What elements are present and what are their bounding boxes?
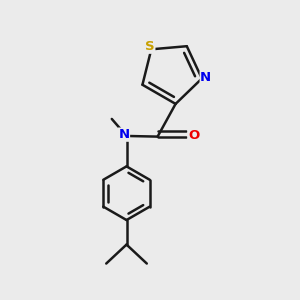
Text: N: N xyxy=(200,71,212,84)
Text: N: N xyxy=(118,128,130,141)
Text: S: S xyxy=(145,40,155,53)
Text: O: O xyxy=(188,130,199,142)
